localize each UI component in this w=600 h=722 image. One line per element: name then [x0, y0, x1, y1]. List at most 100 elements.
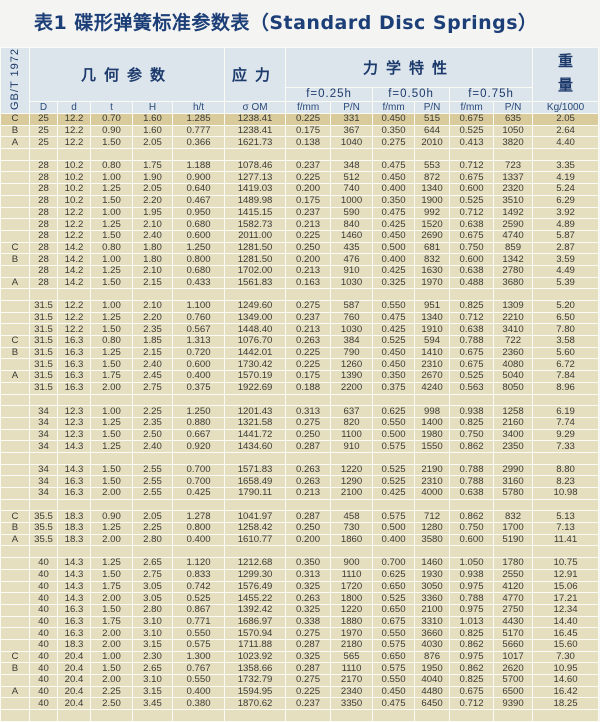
- table-cell: 0.640: [171, 183, 226, 196]
- table-cell: 2160: [493, 416, 534, 430]
- table-row: A 28 14.2 1.50 2.15 0.433 1561.83 0.163 1030 0.32…: [0, 276, 600, 290]
- table-cell: 4.89: [532, 218, 600, 231]
- table-cell: 3.15: [132, 638, 173, 652]
- table-cell: 872: [414, 171, 451, 185]
- table-cell: 1720: [330, 580, 374, 594]
- table-cell: 9.29: [532, 428, 600, 442]
- empty-cell: [493, 709, 534, 722]
- table-cell: 0.400: [171, 370, 226, 383]
- table-cell: 6.72: [532, 358, 600, 372]
- table-cell: 0.287: [285, 440, 332, 453]
- empty-cell: [414, 545, 451, 559]
- empty-cell: [132, 709, 173, 722]
- table-cell: 0.650: [372, 580, 416, 594]
- table-cell: 1.50: [90, 603, 133, 617]
- table-cell: 0.975: [449, 603, 495, 617]
- table-cell: 0.400: [372, 183, 416, 196]
- table-cell: 1.50: [90, 276, 133, 290]
- table-cell: 4770: [493, 592, 534, 605]
- table-cell: 1340: [414, 311, 451, 325]
- table-cell: 7.13: [532, 522, 600, 535]
- table-cell: 31.5: [29, 381, 58, 395]
- table-cell: 1220: [330, 603, 374, 617]
- table-cell: 0.675: [372, 615, 416, 629]
- table-cell: 6.19: [532, 405, 600, 418]
- empty-cell: [29, 545, 58, 559]
- empty-cell: [0, 393, 30, 407]
- table-cell: 384: [330, 335, 374, 348]
- deflection-075-header: f=0.75h: [449, 86, 534, 102]
- table-cell: 5.39: [532, 276, 600, 290]
- table-cell: 0.862: [449, 440, 495, 453]
- table-cell: 2.25: [90, 685, 133, 699]
- table-cell: 0.638: [449, 487, 495, 500]
- table-cell: 25: [29, 124, 58, 138]
- table-cell: 0.650: [372, 650, 416, 664]
- table-cell: 1800: [330, 592, 374, 605]
- table-cell: 8.96: [532, 381, 600, 395]
- table-cell: 2620: [493, 662, 534, 675]
- table-row: 40 14.3 1.75 3.05 0.742 1576.49 0.325 1720 0.650…: [0, 580, 600, 594]
- table-cell: 0.275: [285, 674, 332, 687]
- table-cell: 16.3: [57, 487, 91, 500]
- table-cell: 4740: [493, 229, 534, 243]
- table-cell: 1561.83: [224, 276, 287, 290]
- table-cell: 1.50: [90, 229, 133, 243]
- table-cell: 1258.42: [224, 522, 287, 535]
- table-cell: 0.767: [171, 662, 226, 675]
- table-cell: 0.700: [372, 557, 416, 570]
- table-cell: 1.188: [171, 159, 226, 173]
- table-cell: 1442.01: [224, 346, 287, 360]
- table-cell: 34: [29, 487, 58, 500]
- table-cell: 0.550: [171, 627, 226, 640]
- table-cell: 2780: [493, 264, 534, 278]
- empty-cell: [414, 288, 451, 301]
- table-body: C 25 12.2 0.70 1.60 1.285 1238.41 0.225 331 0.450…: [0, 113, 600, 722]
- empty-cell: [449, 393, 495, 407]
- table-cell: 3.05: [132, 592, 173, 605]
- empty-cell: [57, 545, 91, 559]
- table-cell: 0.325: [372, 276, 416, 290]
- table-cell: 1100: [330, 428, 374, 442]
- table-cell: 0.575: [372, 662, 416, 675]
- empty-cell: [532, 288, 600, 301]
- table-cell: 0.742: [171, 580, 226, 594]
- table-cell: 1030: [330, 276, 374, 290]
- series-grade-cell: C: [0, 113, 30, 126]
- empty-cell: [449, 709, 495, 722]
- table-cell: 2320: [493, 183, 534, 196]
- table-cell: 2690: [414, 229, 451, 243]
- table-cell: 3510: [493, 194, 534, 208]
- table-cell: 2.55: [132, 463, 173, 477]
- series-grade-cell: B: [0, 662, 30, 675]
- table-row: A 40 20.4 2.25 3.15 0.400 1594.95 0.225 2340 0.45…: [0, 685, 600, 699]
- table-cell: 0.450: [372, 685, 416, 699]
- table-cell: 0.750: [449, 241, 495, 255]
- empty-cell: [90, 498, 133, 512]
- table-cell: 681: [414, 241, 451, 255]
- table-cell: 2210: [493, 311, 534, 325]
- table-cell: 590: [330, 206, 374, 220]
- table-row: C 35.5 18.3 0.90 2.05 1.278 1041.97 0.287 458 0.5…: [0, 510, 600, 524]
- table-cell: 1212.68: [224, 557, 287, 570]
- table-cell: 1.50: [90, 194, 133, 208]
- table-cell: 1017: [493, 650, 534, 664]
- table-cell: 2590: [493, 218, 534, 231]
- table-row: 40 14.3 1.25 2.65 1.120 1212.68 0.350 900 0.700 1…: [0, 557, 600, 570]
- series-grade-cell: [0, 487, 30, 500]
- column-header: D: [29, 100, 58, 115]
- table-cell: 0.425: [372, 323, 416, 337]
- table-cell: 1.50: [90, 428, 133, 442]
- table-cell: 832: [414, 253, 451, 266]
- empty-cell: [29, 148, 58, 161]
- table-cell: 4480: [414, 685, 451, 699]
- table-cell: 12.2: [57, 136, 91, 150]
- table-cell: 1.25: [90, 183, 133, 196]
- table-cell: 0.225: [285, 229, 332, 243]
- table-cell: 34: [29, 416, 58, 430]
- table-cell: 1448.40: [224, 323, 287, 337]
- table-cell: 34: [29, 440, 58, 453]
- empty-cell: [0, 451, 30, 465]
- table-cell: 0.175: [285, 124, 332, 138]
- table-cell: 0.575: [372, 440, 416, 453]
